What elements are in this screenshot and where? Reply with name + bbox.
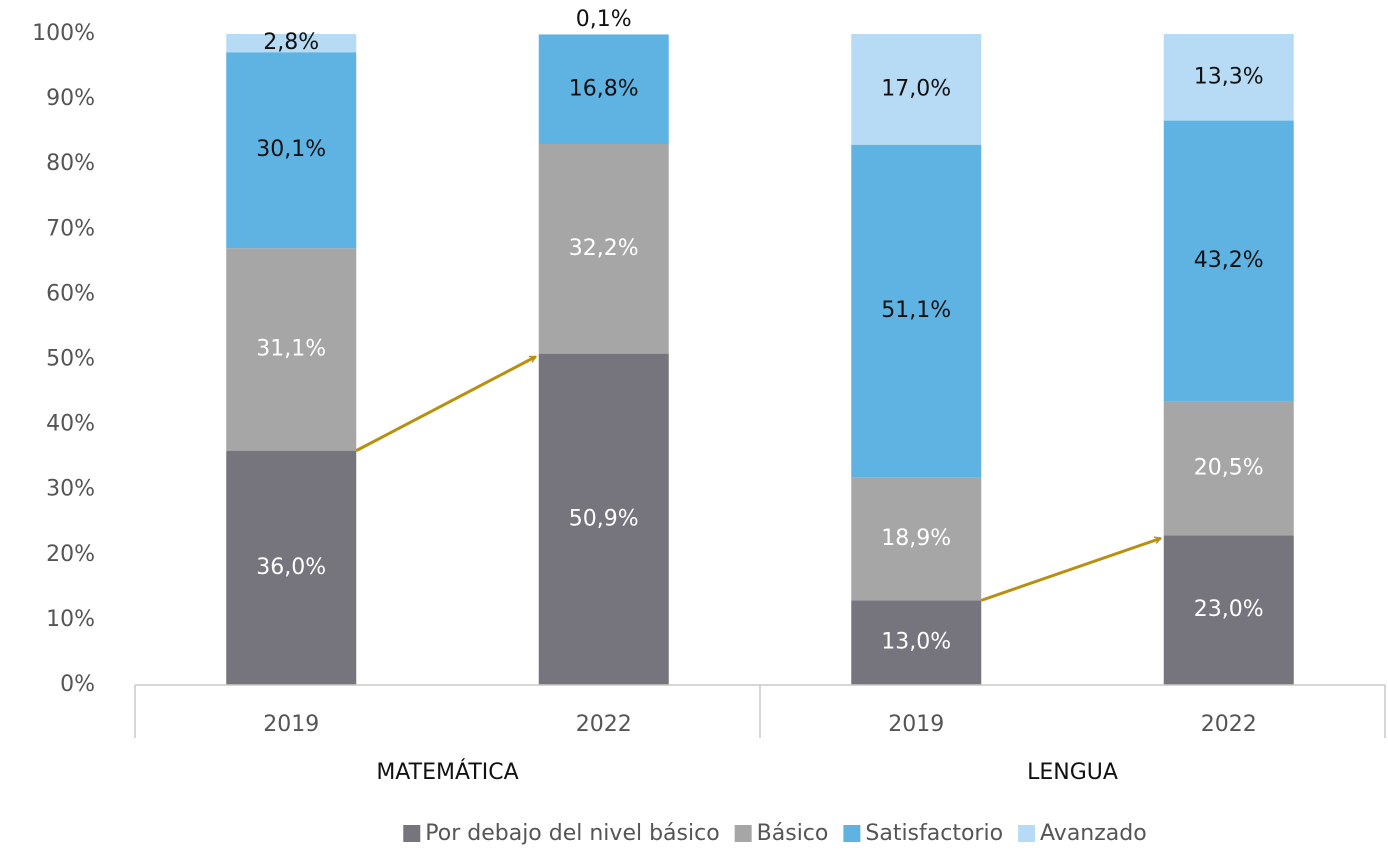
legend-label: Por debajo del nivel básico (425, 821, 719, 846)
y-tick-label: 0% (60, 672, 95, 697)
x-tick-label: 2022 (576, 712, 632, 737)
bar-segment (226, 248, 357, 451)
bar-segment (1163, 401, 1294, 536)
x-tick-label: 2019 (888, 712, 944, 737)
value-label: 16,8% (569, 76, 639, 101)
bar-segment (851, 34, 982, 145)
value-label: 18,9% (881, 526, 951, 551)
y-tick-label: 30% (46, 477, 95, 502)
y-tick-label: 80% (46, 151, 95, 176)
bar-segment (1163, 535, 1294, 685)
value-label: 0,1% (576, 7, 632, 32)
y-tick-label: 70% (46, 216, 95, 241)
value-label: 20,5% (1194, 456, 1264, 481)
value-label: 13,3% (1194, 64, 1264, 89)
value-label: 51,1% (881, 298, 951, 323)
value-label: 23,0% (1194, 597, 1264, 622)
value-label: 17,0% (881, 76, 951, 101)
trend-arrow (355, 355, 536, 452)
bar-segment (538, 34, 669, 35)
bar-segment (538, 353, 669, 685)
value-label: 2,8% (263, 30, 319, 55)
legend-swatch (1018, 825, 1036, 842)
value-label: 31,1% (256, 336, 326, 361)
bar-segment (538, 34, 669, 145)
y-tick-label: 60% (46, 281, 95, 306)
bar-segment (851, 600, 982, 685)
legend-swatch (734, 825, 752, 842)
y-tick-label: 50% (46, 347, 95, 372)
legend-label: Avanzado (1040, 821, 1147, 846)
value-label: 32,2% (569, 236, 639, 261)
y-tick-label: 10% (46, 607, 95, 632)
bar-segment (226, 450, 357, 685)
y-tick-label: 90% (46, 86, 95, 111)
x-tick-label: 2022 (1201, 712, 1257, 737)
bar-segment (851, 477, 982, 601)
x-tick-label: 2019 (263, 712, 319, 737)
bar-segment (538, 144, 669, 354)
group-label: LENGUA (1027, 760, 1118, 785)
bar-segment (851, 144, 982, 478)
bar-segment (1163, 34, 1294, 121)
trend-arrow (980, 538, 1161, 602)
legend-swatch (843, 825, 861, 842)
y-tick-label: 40% (46, 412, 95, 437)
legend-swatch (403, 825, 421, 842)
bar-segment (1163, 120, 1294, 402)
bar-segment (226, 34, 357, 53)
legend-label: Básico (757, 821, 829, 846)
value-label: 50,9% (569, 506, 639, 531)
group-label: MATEMÁTICA (376, 759, 518, 785)
y-tick-label: 100% (32, 21, 95, 46)
value-label: 13,0% (881, 630, 951, 655)
value-label: 30,1% (256, 137, 326, 162)
value-label: 43,2% (1194, 248, 1264, 273)
y-tick-label: 20% (46, 542, 95, 567)
value-label: 36,0% (256, 555, 326, 580)
legend-label: Satisfactorio (865, 821, 1003, 846)
bar-segment (226, 52, 357, 249)
